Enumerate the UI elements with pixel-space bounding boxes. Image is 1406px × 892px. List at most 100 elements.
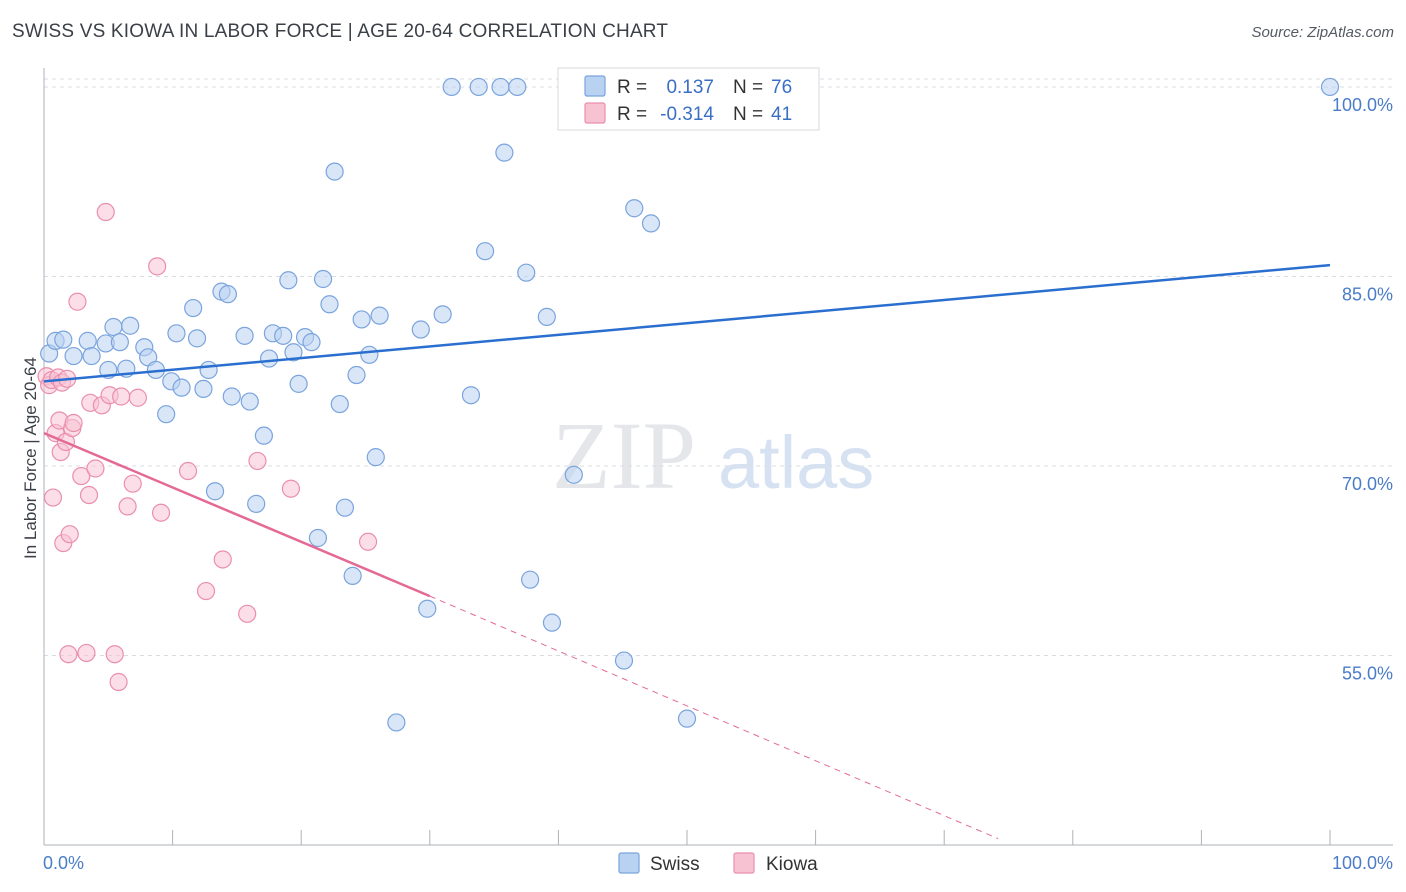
swiss-point-11 <box>121 316 140 335</box>
swiss-point-60 <box>495 143 514 162</box>
swiss-point-35 <box>284 343 303 362</box>
swiss-point-39 <box>308 528 328 548</box>
kiowa-point-30 <box>128 388 147 407</box>
swiss-point-3 <box>64 346 83 366</box>
swiss-point-47 <box>352 310 371 329</box>
kiowa-point-27 <box>112 387 131 406</box>
swiss-point-22 <box>199 360 218 380</box>
swiss-point-59 <box>491 77 510 97</box>
swiss-point-19 <box>184 298 203 318</box>
swiss-point-51 <box>387 713 406 732</box>
kiowa-point-36 <box>238 604 257 623</box>
swiss-point-61 <box>508 77 527 97</box>
swiss-point-44 <box>335 498 355 517</box>
kiowa-point-33 <box>178 461 198 481</box>
swiss-point-34 <box>279 271 298 290</box>
scatter-points <box>37 77 1340 732</box>
swiss-point-54 <box>433 305 452 324</box>
y-tick-label-70: 70.0% <box>1342 474 1393 494</box>
swiss-point-29 <box>247 494 266 513</box>
kiowa-point-35 <box>213 550 232 569</box>
swiss-point-65 <box>542 613 562 632</box>
watermark-atlas: atlas <box>718 421 874 504</box>
bottom-legend-swiss: Swiss <box>650 854 700 875</box>
swiss-point-50 <box>370 306 389 325</box>
swiss-point-46 <box>347 365 366 385</box>
y-tick-label-85: 85.0% <box>1342 284 1393 304</box>
legend-swiss-r-label: R = <box>617 77 647 98</box>
kiowa-point-15 <box>64 413 83 433</box>
watermark-zip: ZIP <box>552 402 696 509</box>
swiss-point-28 <box>240 392 259 411</box>
kiowa-point-32 <box>151 503 171 522</box>
swiss-point-9 <box>110 333 129 352</box>
swiss-point-66 <box>564 465 583 484</box>
swiss-point-23 <box>205 482 225 501</box>
kiowa-point-18 <box>77 643 96 663</box>
swiss-point-70 <box>677 709 697 728</box>
legend-kiowa-n-label: N = <box>733 104 763 125</box>
legend-swatch-kiowa <box>584 102 606 124</box>
bottom-legend-swatch-kiowa <box>733 852 755 874</box>
swiss-point-69 <box>641 214 661 233</box>
swiss-point-68 <box>625 199 644 218</box>
swiss-trend-line <box>43 263 1331 383</box>
axes <box>43 68 1393 846</box>
gridlines <box>44 78 1393 656</box>
legend-swatch-swiss <box>584 75 606 97</box>
swiss-point-31 <box>259 349 279 368</box>
kiowa-point-25 <box>105 645 124 664</box>
swiss-point-26 <box>222 387 241 406</box>
swiss-point-71 <box>1320 77 1340 97</box>
swiss-point-45 <box>343 566 362 585</box>
kiowa-point-26 <box>109 672 128 692</box>
legend-kiowa-n-value: 41 <box>771 104 792 125</box>
chart-title: SWISS VS KIOWA IN LABOR FORCE | AGE 20-6… <box>12 21 669 42</box>
kiowa-trend-extension <box>429 595 999 840</box>
swiss-point-18 <box>172 378 191 397</box>
legend-swiss-n-value: 76 <box>771 77 792 98</box>
y-tick-label-55: 55.0% <box>1342 663 1393 683</box>
kiowa-point-38 <box>281 479 301 498</box>
swiss-point-58 <box>475 242 495 261</box>
swiss-point-15 <box>157 405 176 424</box>
swiss-point-30 <box>254 426 274 445</box>
swiss-point-40 <box>313 269 333 289</box>
kiowa-point-31 <box>148 257 167 276</box>
kiowa-point-19 <box>79 485 99 505</box>
swiss-point-21 <box>194 379 213 399</box>
kiowa-point-23 <box>96 202 115 222</box>
kiowa-point-37 <box>248 451 267 471</box>
kiowa-point-34 <box>196 581 216 601</box>
swiss-point-4 <box>78 331 97 350</box>
swiss-point-33 <box>274 326 293 345</box>
bottom-legend-swatch-swiss <box>618 852 640 874</box>
swiss-point-53 <box>418 599 437 618</box>
swiss-point-55 <box>442 77 461 97</box>
swiss-point-20 <box>187 329 207 348</box>
swiss-point-27 <box>235 326 254 345</box>
legend-kiowa-r-label: R = <box>617 104 647 125</box>
swiss-point-57 <box>469 77 488 97</box>
swiss-point-63 <box>521 570 540 589</box>
y-axis-label: In Labor Force | Age 20-64 <box>21 357 40 559</box>
swiss-point-56 <box>461 386 481 405</box>
swiss-point-17 <box>167 324 186 343</box>
swiss-point-38 <box>302 333 321 352</box>
swiss-point-42 <box>325 162 344 181</box>
trend-lines <box>43 263 1331 840</box>
swiss-point-5 <box>82 346 101 366</box>
correlation-legend: R = 0.137 N = 76 R = -0.314 N = 41 <box>557 67 820 131</box>
kiowa-point-28 <box>118 497 137 516</box>
swiss-point-41 <box>320 295 339 314</box>
swiss-point-62 <box>517 263 536 282</box>
source-label: Source: ZipAtlas.com <box>1251 24 1394 41</box>
kiowa-point-21 <box>86 459 105 478</box>
x-tick-label-100: 100.0% <box>1332 853 1393 873</box>
x-tick-marks <box>172 830 1331 845</box>
x-tick-label-0: 0.0% <box>43 853 84 873</box>
series-legend: Swiss Kiowa <box>618 852 818 875</box>
swiss-point-43 <box>330 394 349 414</box>
swiss-point-36 <box>289 374 308 393</box>
